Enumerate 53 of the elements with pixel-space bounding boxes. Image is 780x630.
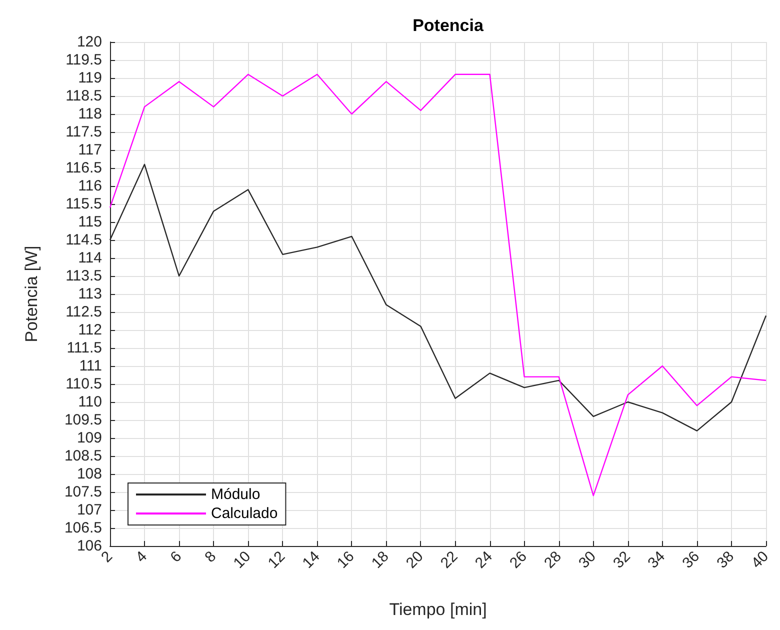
y-tick-label: 117 [78,142,102,158]
x-tick-label: 36 [679,548,703,572]
x-tick-label: 12 [264,548,289,572]
x-tick-label: 32 [610,548,634,572]
y-tick-label: 118.5 [66,88,102,104]
y-tick-label: 116.5 [66,160,102,176]
x-tick-label: 6 [167,548,186,566]
x-tick-label: 18 [368,548,392,572]
y-tick-label: 111 [79,358,102,374]
y-tick-label: 115 [78,214,102,230]
y-tick-label: 110.5 [66,376,102,392]
x-tick-label: 8 [202,548,220,566]
y-tick-label: 114 [78,250,102,266]
y-tick-label: 107.5 [64,484,102,500]
y-tick-label: 118 [78,106,102,122]
y-tick-label: 116 [78,178,102,194]
y-tick-label: 113 [78,286,102,302]
x-tick-label: 14 [299,548,324,572]
y-tick-label: 106.5 [64,520,102,536]
y-tick-label: 113.5 [66,268,102,284]
x-tick-label: 40 [748,548,772,572]
x-tick-label: 20 [402,548,427,572]
y-tick-label: 119.5 [66,52,102,68]
y-tick-label: 107 [76,502,102,518]
x-tick-label: 34 [644,548,668,572]
y-tick-label: 111.5 [66,340,102,356]
y-tick-label: 115.5 [66,196,102,212]
y-tick-label: 109 [76,430,102,446]
y-tick-label: 108 [76,466,102,482]
legend-label: Módulo [211,486,260,503]
y-tick-label: 114.5 [66,232,102,248]
y-tick-label: 117.5 [66,124,102,140]
y-axis-title: Potencia [W] [22,246,41,342]
x-tick-label: 30 [576,548,600,572]
x-tick-label: 4 [132,548,151,566]
legend-label: Calculado [211,505,278,522]
x-axis-title: Tiempo [min] [389,600,487,619]
y-tick-label: 119 [78,70,102,86]
x-tick-label: 10 [230,548,254,572]
y-tick-label: 109.5 [64,412,102,428]
y-tick-label: 112 [78,322,102,338]
y-tick-label: 112.5 [66,304,102,320]
x-tick-label: 16 [334,548,358,572]
x-tick-label: 22 [437,548,462,572]
x-tick-label: 24 [472,548,496,572]
chart-title: Potencia [412,16,484,35]
x-tick-label: 28 [541,548,565,572]
y-tick-label: 120 [76,34,102,50]
x-tick-label: 26 [506,548,530,572]
y-tick-label: 110 [78,394,102,410]
y-tick-label: 108.5 [64,448,102,464]
y-tick-label: 106 [76,538,102,554]
x-tick-label: 38 [714,548,738,572]
